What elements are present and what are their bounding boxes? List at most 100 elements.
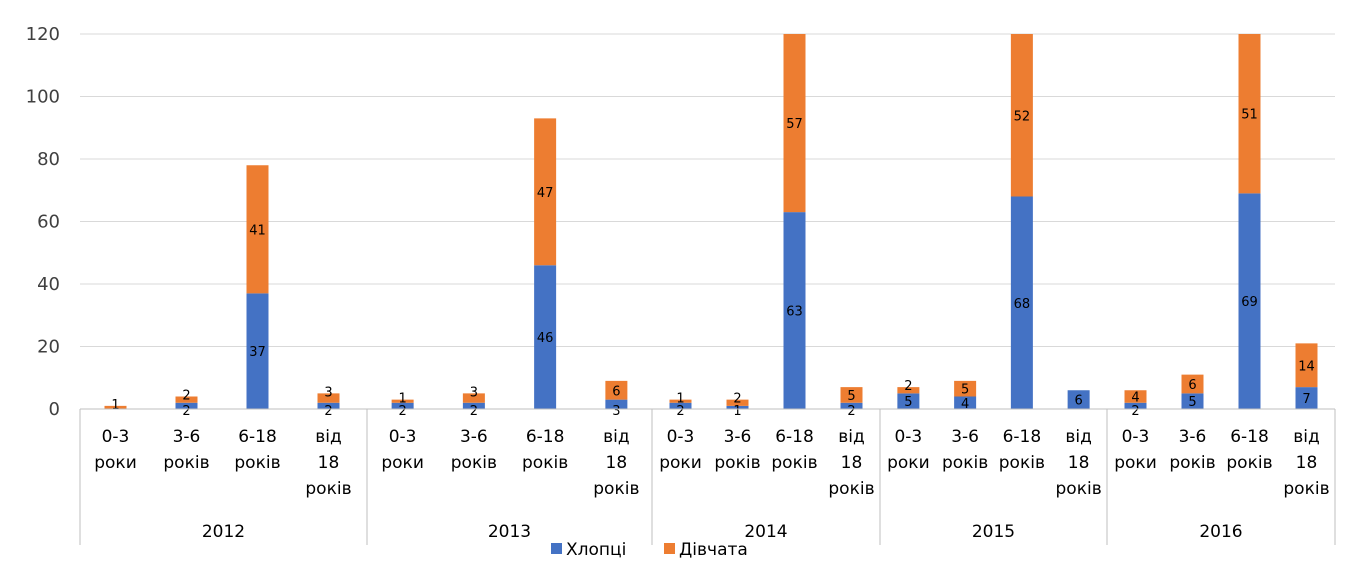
year-group-label: 2016 bbox=[1199, 522, 1242, 542]
category-label: 6-18 bbox=[238, 427, 277, 447]
data-label: 2 bbox=[676, 404, 684, 419]
bar-boys-2015-3 bbox=[1067, 390, 1090, 409]
data-label: 3 bbox=[612, 404, 620, 419]
bar-girls-2012-0 bbox=[104, 405, 127, 409]
data-label: 2 bbox=[1131, 404, 1139, 419]
y-tick-label: 80 bbox=[37, 149, 60, 170]
data-label: 4 bbox=[1131, 391, 1139, 406]
data-label: 2 bbox=[904, 379, 912, 394]
category-label: років bbox=[163, 453, 209, 473]
y-tick-label: 60 bbox=[37, 212, 60, 233]
category-label: років bbox=[593, 479, 639, 499]
category-label: 3-6 bbox=[951, 427, 979, 447]
data-label: 2 bbox=[182, 389, 190, 404]
bar-girls-2013-2 bbox=[534, 118, 557, 266]
category-label: 18 bbox=[841, 453, 863, 473]
data-label: 1 bbox=[733, 404, 741, 419]
data-label: 5 bbox=[961, 383, 969, 398]
legend: Хлопці Дівчата bbox=[551, 540, 748, 560]
bar-girls-2016-3 bbox=[1295, 343, 1318, 388]
category-label: 6-18 bbox=[775, 427, 814, 447]
data-label: 69 bbox=[1241, 295, 1258, 310]
category-label: 0-3 bbox=[389, 427, 417, 447]
data-label: 1 bbox=[398, 392, 406, 407]
data-label: 41 bbox=[249, 223, 266, 238]
category-label: років bbox=[234, 453, 280, 473]
category-label: 18 bbox=[1068, 453, 1090, 473]
category-label: років bbox=[828, 479, 874, 499]
category-label: 0-3 bbox=[102, 427, 130, 447]
data-label: 57 bbox=[786, 117, 803, 132]
data-label: 14 bbox=[1298, 359, 1315, 374]
bar-girls-2012-1 bbox=[175, 396, 198, 403]
y-tick-label: 100 bbox=[26, 87, 60, 108]
data-label: 68 bbox=[1014, 297, 1031, 312]
category-label: 3-6 bbox=[173, 427, 201, 447]
category-label: 3-6 bbox=[724, 427, 752, 447]
category-label: 6-18 bbox=[1003, 427, 1042, 447]
bar-girls-2016-2 bbox=[1238, 34, 1261, 194]
bar-girls-2016-1 bbox=[1181, 374, 1204, 394]
bar-boys-2015-2 bbox=[1010, 196, 1033, 409]
category-label: 0-3 bbox=[1122, 427, 1150, 447]
bar-boys-2016-0 bbox=[1124, 402, 1147, 409]
bar-girls-2015-1 bbox=[954, 380, 977, 397]
bar-boys-2015-1 bbox=[954, 396, 977, 409]
data-label: 52 bbox=[1014, 109, 1031, 124]
category-label: 6-18 bbox=[1230, 427, 1269, 447]
data-label: 1 bbox=[676, 392, 684, 407]
category-label: роки bbox=[659, 453, 702, 473]
bar-boys-2013-3 bbox=[605, 399, 628, 409]
year-group-label: 2015 bbox=[972, 522, 1015, 542]
category-label: років bbox=[522, 453, 568, 473]
category-label: роки bbox=[94, 453, 137, 473]
bar-girls-2014-0 bbox=[669, 399, 692, 403]
data-label: 1 bbox=[111, 398, 119, 413]
data-label: 63 bbox=[786, 305, 803, 320]
year-group-label: 2013 bbox=[488, 522, 531, 542]
data-label: 2 bbox=[398, 404, 406, 419]
data-label: 37 bbox=[249, 345, 266, 360]
category-label: років bbox=[942, 453, 988, 473]
category-label: років bbox=[1226, 453, 1272, 473]
category-label: років bbox=[1169, 453, 1215, 473]
category-label: 6-18 bbox=[526, 427, 565, 447]
bar-boys-2013-2 bbox=[534, 265, 557, 409]
category-label: від bbox=[838, 427, 865, 447]
category-label: років bbox=[1283, 479, 1329, 499]
category-label: 18 bbox=[606, 453, 628, 473]
y-axis-tick-labels: 0 20 40 60 80 100 120 bbox=[26, 24, 60, 420]
data-label: 6 bbox=[1074, 394, 1082, 409]
year-group-label: 2014 bbox=[744, 522, 787, 542]
data-label: 3 bbox=[470, 385, 478, 400]
category-label: від bbox=[1065, 427, 1092, 447]
y-tick-label: 120 bbox=[26, 24, 60, 45]
data-label: 5 bbox=[847, 389, 855, 404]
bar-girls-2014-2 bbox=[783, 34, 806, 213]
category-label: 18 bbox=[318, 453, 340, 473]
data-label: 2 bbox=[733, 392, 741, 407]
bar-girls-2016-0 bbox=[1124, 390, 1147, 403]
bar-boys-2014-0 bbox=[669, 402, 692, 409]
bar-girls-2014-3 bbox=[840, 387, 863, 403]
category-label: 3-6 bbox=[1179, 427, 1207, 447]
bar-boys-2013-0 bbox=[391, 402, 414, 409]
bars bbox=[104, 34, 1318, 409]
bar-boys-2012-3 bbox=[317, 402, 340, 409]
category-label: 18 bbox=[1296, 453, 1318, 473]
y-tick-label: 40 bbox=[37, 274, 60, 295]
gridlines bbox=[80, 33, 1335, 347]
category-label: 0-3 bbox=[667, 427, 695, 447]
bar-girls-2012-2 bbox=[246, 165, 269, 294]
y-tick-label: 20 bbox=[37, 337, 60, 358]
data-label: 5 bbox=[1188, 395, 1196, 410]
data-label: 2 bbox=[324, 404, 332, 419]
category-label: від bbox=[1293, 427, 1320, 447]
category-label: роки bbox=[381, 453, 424, 473]
data-label: 4 bbox=[961, 397, 969, 412]
bar-boys-2014-2 bbox=[783, 212, 806, 409]
bar-boys-2012-2 bbox=[246, 293, 269, 409]
bar-boys-2014-3 bbox=[840, 402, 863, 409]
